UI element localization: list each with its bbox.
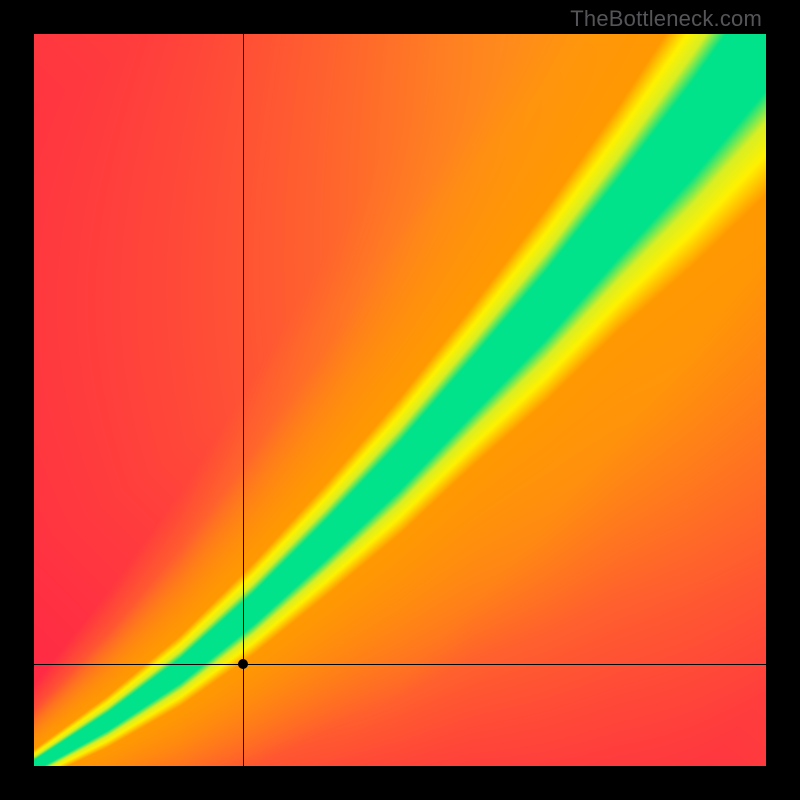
bottleneck-heatmap [34, 34, 766, 766]
watermark-text: TheBottleneck.com [570, 6, 762, 32]
crosshair-horizontal [34, 664, 766, 665]
plot-area [34, 34, 766, 766]
data-point-marker [238, 659, 248, 669]
figure-root: TheBottleneck.com [0, 0, 800, 800]
crosshair-vertical [243, 34, 244, 766]
